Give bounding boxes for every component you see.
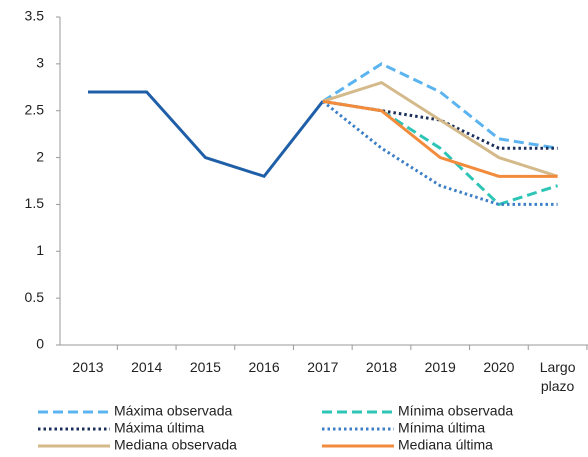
legend-label: Máxima observada <box>114 403 232 419</box>
y-tick-label: 3.5 <box>25 8 45 24</box>
x-tick-label: 2019 <box>424 359 456 375</box>
y-tick-label: 0.5 <box>25 289 45 305</box>
series-line <box>321 100 558 206</box>
series-line <box>322 80 559 178</box>
x-tick-label: 2013 <box>72 359 104 375</box>
x-tick-label: 2018 <box>365 359 398 375</box>
x-tick-label: 2014 <box>131 359 163 375</box>
x-tick-label: Largo plazo <box>539 359 576 394</box>
series-line <box>322 99 558 178</box>
series-line <box>88 90 324 179</box>
series-line <box>322 99 559 207</box>
series-line <box>321 62 558 150</box>
legend-label: Máxima última <box>114 420 204 436</box>
x-tick-label: 2020 <box>483 359 515 375</box>
x-tick-label: 2015 <box>189 359 221 375</box>
legend-label: Mediana observada <box>114 437 237 453</box>
x-tick-label: 2016 <box>248 359 280 375</box>
y-tick-label: 0 <box>36 336 44 352</box>
legend-label: Mínima observada <box>398 403 513 419</box>
y-tick-label: 2.5 <box>25 101 45 117</box>
legend-label: Mínima última <box>398 420 485 436</box>
y-tick-label: 1 <box>36 242 44 258</box>
y-tick-label: 2 <box>36 148 44 164</box>
y-tick-label: 1.5 <box>25 195 45 211</box>
legend-label: Mediana última <box>398 437 493 453</box>
x-tick-label: 2017 <box>307 359 339 375</box>
y-tick-label: 3 <box>36 55 44 71</box>
